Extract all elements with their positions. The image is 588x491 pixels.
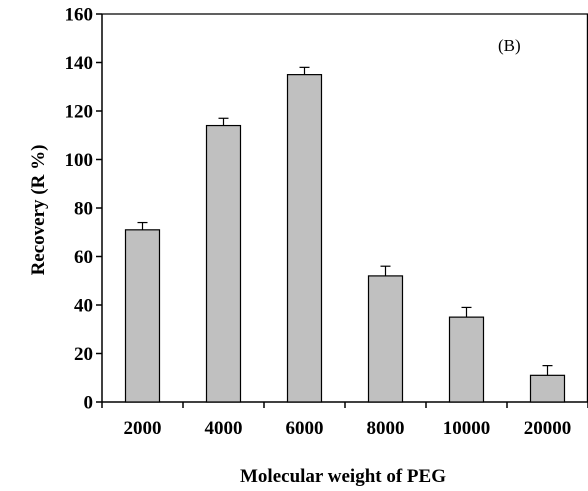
x-axis-ticks: 2000 4000 6000 8000 10000 20000: [101, 402, 588, 439]
y-tick-label: 60: [74, 247, 93, 268]
y-tick-label: 0: [84, 393, 94, 414]
y-tick-label: 120: [65, 102, 94, 123]
bar-6000: [286, 74, 323, 403]
y-tick-label: 20: [74, 344, 93, 365]
x-tick-label: 10000: [443, 418, 491, 439]
y-tick-label: 160: [65, 5, 94, 26]
bar-20000: [529, 374, 566, 403]
x-tick-label: 2000: [124, 418, 162, 439]
y-tick-label: 40: [74, 296, 93, 317]
y-tick-label: 80: [74, 199, 93, 220]
x-axis-title: Molecular weight of PEG: [240, 466, 446, 487]
bar-8000: [367, 275, 404, 403]
x-tick-label: 20000: [524, 418, 572, 439]
y-axis-ticks: 0 20 40 60 80 100 120 140 160: [65, 5, 102, 414]
plot-frame: [101, 13, 588, 403]
error-bars-group: [137, 66, 553, 376]
y-tick-label: 100: [65, 150, 94, 171]
bar-4000: [205, 124, 242, 403]
x-tick-label: 8000: [367, 418, 405, 439]
x-tick-label: 4000: [205, 418, 243, 439]
x-tick-label: 6000: [286, 418, 324, 439]
bar-2000: [124, 229, 161, 403]
y-axis-title: Recovery (R %): [28, 145, 49, 276]
bars-group: [124, 74, 566, 403]
y-tick-label: 140: [65, 53, 94, 74]
bar-10000: [448, 316, 485, 403]
panel-label: (B): [498, 36, 521, 55]
